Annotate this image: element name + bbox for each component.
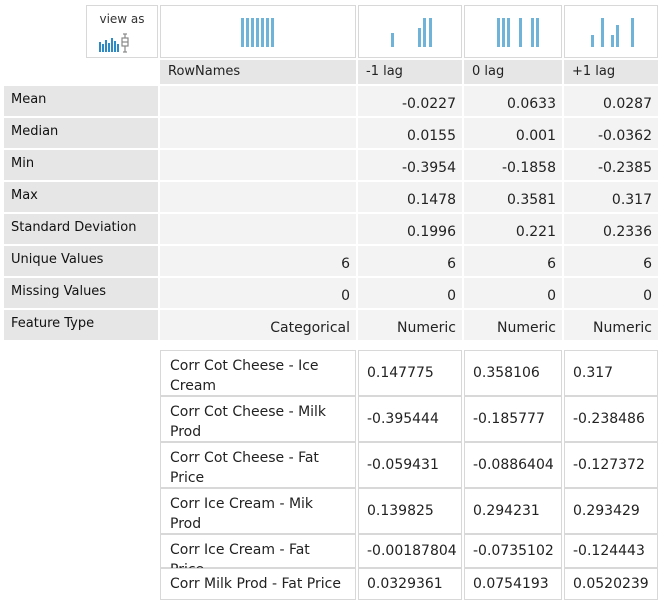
table-row-label[interactable]: Corr Cot Cheese - Fat Price bbox=[160, 442, 356, 488]
table-cell[interactable]: 0.147775 bbox=[358, 350, 462, 396]
table-cell[interactable]: -0.059431 bbox=[358, 442, 462, 488]
stat-label: Missing Values bbox=[4, 278, 158, 308]
stat-value: -0.3954 bbox=[358, 150, 462, 180]
stat-value: 0.3581 bbox=[464, 182, 562, 212]
stat-value: -0.1858 bbox=[464, 150, 562, 180]
stat-value: Categorical bbox=[160, 310, 356, 340]
stat-label: Feature Type bbox=[4, 310, 158, 340]
stat-value bbox=[160, 86, 356, 116]
view-as-toggle[interactable]: view as bbox=[86, 5, 158, 58]
column-header-minus1-lag[interactable]: -1 lag bbox=[358, 60, 462, 84]
table-cell[interactable]: 0.358106 bbox=[464, 350, 562, 396]
stat-value: 0.001 bbox=[464, 118, 562, 148]
bar-chart-icon[interactable] bbox=[99, 38, 119, 52]
stat-label: Max bbox=[4, 182, 158, 212]
table-cell[interactable]: 0.294231 bbox=[464, 488, 562, 534]
stat-value: 0.2336 bbox=[564, 214, 658, 244]
table-cell[interactable]: -0.124443 bbox=[564, 534, 658, 568]
stat-value: -0.2385 bbox=[564, 150, 658, 180]
stat-value: 0.1996 bbox=[358, 214, 462, 244]
table-cell[interactable]: -0.127372 bbox=[564, 442, 658, 488]
table-cell[interactable]: -0.238486 bbox=[564, 396, 658, 442]
stat-value: 0 bbox=[564, 278, 658, 308]
table-cell[interactable]: -0.0886404 bbox=[464, 442, 562, 488]
histogram-minus1-lag[interactable] bbox=[358, 5, 462, 58]
stat-label: Unique Values bbox=[4, 246, 158, 276]
stat-value: Numeric bbox=[564, 310, 658, 340]
stat-value: 6 bbox=[358, 246, 462, 276]
table-row-label[interactable]: Corr Cot Cheese - Milk Prod bbox=[160, 396, 356, 442]
table-cell[interactable]: 0.293429 bbox=[564, 488, 658, 534]
histogram-0-lag[interactable] bbox=[464, 5, 562, 58]
stat-value: 0.1478 bbox=[358, 182, 462, 212]
table-cell[interactable]: 0.0754193 bbox=[464, 568, 562, 600]
table-row-label[interactable]: Corr Milk Prod - Fat Price bbox=[160, 568, 356, 600]
stat-value bbox=[160, 118, 356, 148]
table-row-label[interactable]: Corr Ice Cream - Mik Prod bbox=[160, 488, 356, 534]
table-row-label[interactable]: Corr Ice Cream - Fat Price bbox=[160, 534, 356, 578]
column-header-0-lag[interactable]: 0 lag bbox=[464, 60, 562, 84]
table-row-label[interactable]: Corr Cot Cheese - Ice Cream bbox=[160, 350, 356, 396]
table-cell[interactable]: 0.139825 bbox=[358, 488, 462, 534]
column-header-plus1-lag[interactable]: +1 lag bbox=[564, 60, 658, 84]
stat-label: Min bbox=[4, 150, 158, 180]
stat-value: 0.221 bbox=[464, 214, 562, 244]
table-cell[interactable]: -0.185777 bbox=[464, 396, 562, 442]
table-cell[interactable]: -0.0735102 bbox=[464, 534, 562, 568]
stat-label: Mean bbox=[4, 86, 158, 116]
stat-value: Numeric bbox=[358, 310, 462, 340]
stat-value: 0 bbox=[160, 278, 356, 308]
stat-value: 6 bbox=[464, 246, 562, 276]
stat-value: -0.0227 bbox=[358, 86, 462, 116]
stat-label: Median bbox=[4, 118, 158, 148]
table-cell[interactable]: 0.0329361 bbox=[358, 568, 462, 600]
stat-value: Numeric bbox=[464, 310, 562, 340]
stat-value bbox=[160, 214, 356, 244]
table-cell[interactable]: 0.0520239 bbox=[564, 568, 658, 600]
histogram-rownames[interactable] bbox=[160, 5, 356, 58]
stat-value: 6 bbox=[160, 246, 356, 276]
stat-value: 0.0287 bbox=[564, 86, 658, 116]
box-plot-icon[interactable] bbox=[121, 33, 129, 53]
stat-value: 0.0155 bbox=[358, 118, 462, 148]
stat-value bbox=[160, 182, 356, 212]
stat-value: 0.317 bbox=[564, 182, 658, 212]
column-header-rownames[interactable]: RowNames bbox=[160, 60, 356, 84]
stat-value: 0.0633 bbox=[464, 86, 562, 116]
stat-value bbox=[160, 150, 356, 180]
stat-label: Standard Deviation bbox=[4, 214, 158, 244]
stat-value: 6 bbox=[564, 246, 658, 276]
stat-value: -0.0362 bbox=[564, 118, 658, 148]
table-cell[interactable]: -0.00187804 bbox=[358, 534, 462, 568]
view-as-label: view as bbox=[99, 12, 145, 26]
table-cell[interactable]: -0.395444 bbox=[358, 396, 462, 442]
histogram-plus1-lag[interactable] bbox=[564, 5, 658, 58]
table-cell[interactable]: 0.317 bbox=[564, 350, 658, 396]
stat-value: 0 bbox=[358, 278, 462, 308]
stat-value: 0 bbox=[464, 278, 562, 308]
